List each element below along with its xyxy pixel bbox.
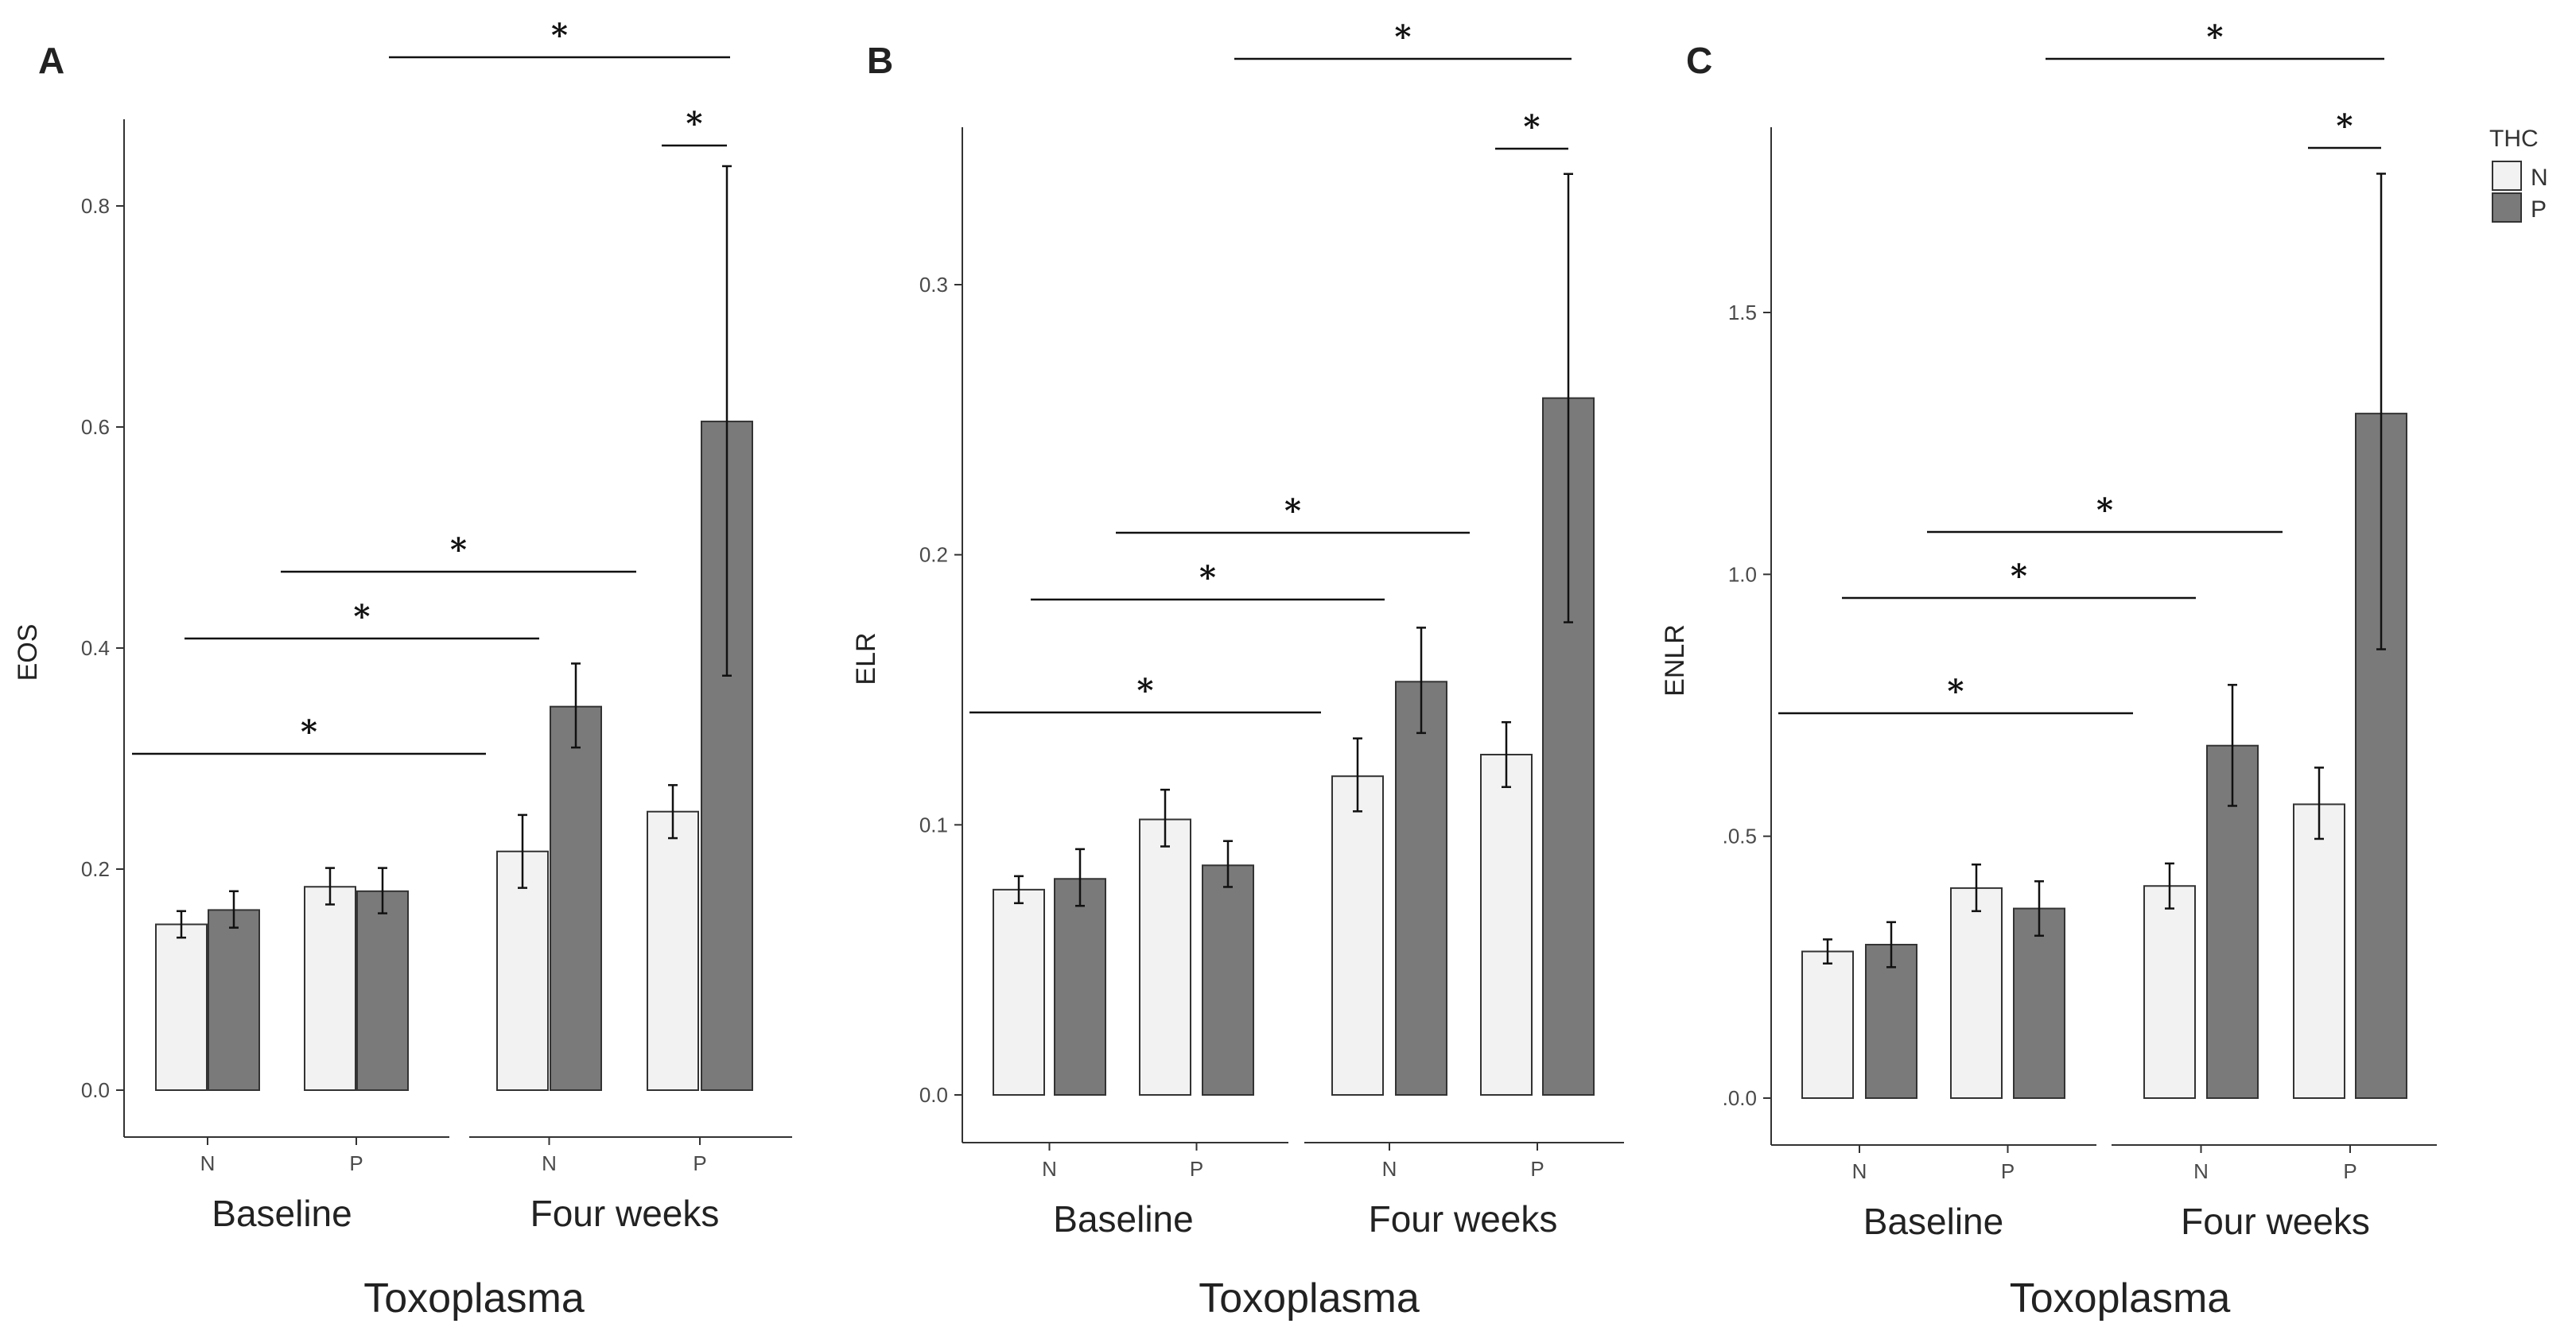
bar-N — [1801, 950, 1854, 1100]
legend-label-P: P — [2531, 196, 2547, 223]
group-label-baseline: Baseline — [1863, 1201, 2003, 1242]
y-tick-label: 1.5 — [1728, 301, 1757, 324]
bar-N — [155, 923, 208, 1091]
panel-letter: A — [38, 40, 64, 81]
group-label-baseline: Baseline — [1053, 1198, 1193, 1240]
significance-star: * — [450, 531, 467, 569]
panel-B: B 0.0 0.1 0.2 0.3 ELR N P N P Baseline Four weeks To… — [851, 18, 1624, 1322]
legend-title: THC — [2489, 126, 2539, 152]
x-tick-label: N — [1042, 1157, 1057, 1181]
bar-N — [1331, 775, 1384, 1097]
significance-star: * — [551, 17, 568, 54]
bar-N — [496, 850, 549, 1091]
significance-star: * — [1948, 673, 1964, 710]
bar-N — [1950, 887, 2003, 1099]
legend-swatch-P — [2492, 192, 2522, 223]
significance-star: * — [301, 713, 317, 751]
y-tick-label: 0.4 — [81, 636, 110, 660]
bar-N — [993, 888, 1045, 1097]
x-tick-label: P — [693, 1151, 706, 1175]
panel-letter: B — [867, 40, 893, 81]
group-label-four-weeks: Four weeks — [1369, 1198, 1558, 1240]
bar-P — [1865, 944, 1917, 1099]
panel-A: A 0.0 0.2 0.4 0.6 0.8 EOS N P N P Baseline Four week… — [13, 17, 792, 1322]
bar-P — [1395, 681, 1447, 1096]
x-tick-label: P — [1530, 1157, 1544, 1181]
y-tick-label: 0.0 — [919, 1083, 948, 1107]
y-tick-label: 0.2 — [81, 857, 110, 881]
significance-star: * — [1137, 672, 1154, 709]
y-tick-label: 0.6 — [81, 415, 110, 439]
x-axis-title: Toxoplasma — [363, 1275, 585, 1322]
bar-N — [1139, 818, 1191, 1097]
group-label-four-weeks: Four weeks — [530, 1193, 720, 1234]
significance-star: * — [2337, 107, 2353, 145]
significance-star: * — [1284, 492, 1301, 530]
legend-label-N: N — [2531, 165, 2548, 191]
bar-N — [304, 886, 356, 1091]
legend: THC NP — [2489, 126, 2548, 223]
group-label-four-weeks: Four weeks — [2181, 1201, 2370, 1242]
bar-P — [356, 890, 409, 1092]
y-tick-label: .0.5 — [1723, 825, 1757, 848]
x-tick-label: P — [349, 1151, 363, 1175]
y-axis-title: ENLR — [1660, 624, 1690, 697]
panel-letter: C — [1686, 40, 1712, 81]
panel-C: C .0.0 .0.5 1.0 1.5 ENLR N P N P Baseline Four week… — [1660, 18, 2437, 1322]
bar-N — [1480, 754, 1533, 1097]
x-tick-label: N — [1852, 1159, 1867, 1183]
significance-star: * — [1395, 18, 1412, 56]
y-tick-label: 0.0 — [81, 1078, 110, 1102]
y-tick-label: 0.8 — [81, 194, 110, 218]
y-tick-label: 0.2 — [919, 543, 948, 567]
group-label-baseline: Baseline — [212, 1193, 352, 1234]
x-tick-label: P — [1190, 1157, 1203, 1181]
y-tick-label: 0.1 — [919, 813, 948, 836]
y-tick-label: .0.0 — [1723, 1086, 1757, 1110]
significance-star: * — [2207, 18, 2224, 56]
x-axis-title: Toxoplasma — [1199, 1275, 1420, 1322]
y-tick-label: 1.0 — [1728, 562, 1757, 586]
significance-star: * — [354, 598, 371, 635]
bar-N — [2143, 885, 2196, 1099]
x-tick-label: N — [1382, 1157, 1397, 1181]
x-axis-title: Toxoplasma — [2010, 1275, 2231, 1322]
bar-P — [1054, 878, 1106, 1097]
bar-N — [647, 810, 699, 1091]
significance-star: * — [1199, 559, 1216, 596]
x-tick-label: N — [2193, 1159, 2209, 1183]
y-tick-label: 0.3 — [919, 273, 948, 297]
significance-star: * — [2011, 557, 2027, 595]
bar-P — [550, 705, 602, 1091]
significance-star: * — [686, 105, 703, 142]
bar-N — [2293, 803, 2345, 1099]
significance-star: * — [2096, 491, 2113, 529]
bar-P — [2013, 907, 2065, 1099]
y-axis-title: EOS — [13, 624, 43, 681]
significance-star: * — [1524, 108, 1541, 146]
x-tick-label: P — [2343, 1159, 2356, 1183]
y-axis-title: ELR — [851, 632, 881, 685]
x-tick-label: P — [2001, 1159, 2015, 1183]
bar-P — [208, 909, 260, 1092]
x-tick-label: N — [200, 1151, 216, 1175]
bar-P — [1202, 864, 1254, 1096]
x-tick-label: N — [542, 1151, 557, 1175]
legend-swatch-N — [2492, 161, 2522, 191]
